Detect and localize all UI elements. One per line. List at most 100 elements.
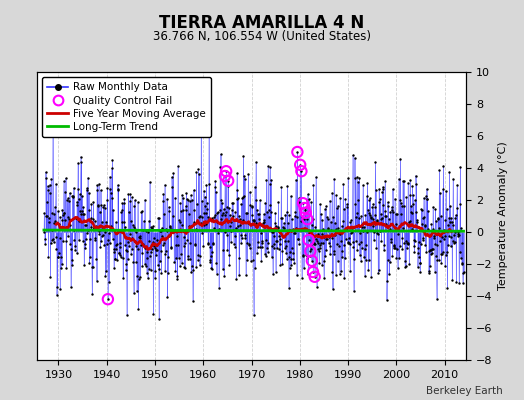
Point xyxy=(131,226,139,232)
Point xyxy=(78,193,86,200)
Point xyxy=(241,235,249,242)
Point xyxy=(288,244,297,251)
Point xyxy=(181,265,189,271)
Point xyxy=(173,276,181,282)
Point xyxy=(148,225,156,231)
Point xyxy=(365,197,374,203)
Point xyxy=(424,208,432,214)
Point xyxy=(425,248,433,255)
Point xyxy=(185,198,194,204)
Point xyxy=(227,228,236,234)
Point xyxy=(267,176,276,183)
Point xyxy=(235,254,244,261)
Point xyxy=(180,263,189,270)
Point xyxy=(84,227,92,233)
Point xyxy=(150,235,158,242)
Point xyxy=(125,198,134,204)
Point xyxy=(435,225,443,232)
Point xyxy=(361,245,369,252)
Point xyxy=(411,238,419,244)
Point xyxy=(173,273,182,279)
Point xyxy=(359,228,367,234)
Point xyxy=(108,235,117,242)
Point xyxy=(454,229,463,236)
Point xyxy=(224,183,232,189)
Point xyxy=(212,270,221,277)
Point xyxy=(45,214,53,221)
Point xyxy=(301,226,309,232)
Point xyxy=(69,192,77,199)
Point xyxy=(368,223,377,229)
Point xyxy=(271,220,279,226)
Point xyxy=(143,248,151,255)
Point xyxy=(43,199,51,205)
Point xyxy=(119,274,127,281)
Point xyxy=(239,193,248,200)
Point xyxy=(124,191,133,197)
Point xyxy=(367,274,375,280)
Point xyxy=(278,215,286,221)
Point xyxy=(184,253,192,259)
Point xyxy=(345,235,353,242)
Point xyxy=(259,220,267,226)
Point xyxy=(111,256,119,262)
Point xyxy=(306,248,314,254)
Point xyxy=(82,236,90,242)
Point xyxy=(306,248,314,254)
Point xyxy=(323,216,332,222)
Point xyxy=(109,207,117,213)
Point xyxy=(120,196,128,203)
Point xyxy=(430,232,439,239)
Point xyxy=(435,237,444,244)
Point xyxy=(362,257,370,264)
Point xyxy=(153,247,161,254)
Point xyxy=(394,265,402,271)
Point xyxy=(380,242,388,248)
Point xyxy=(389,209,397,216)
Point xyxy=(287,256,295,262)
Point xyxy=(144,228,152,235)
Point xyxy=(347,229,355,236)
Point xyxy=(298,274,306,281)
Point xyxy=(199,221,207,227)
Text: Berkeley Earth: Berkeley Earth xyxy=(427,386,503,396)
Point xyxy=(405,219,413,225)
Point xyxy=(237,201,246,207)
Point xyxy=(358,244,366,251)
Point xyxy=(343,203,352,210)
Point xyxy=(159,198,167,204)
Point xyxy=(361,273,369,280)
Point xyxy=(340,275,348,282)
Point xyxy=(370,212,379,218)
Point xyxy=(419,235,427,242)
Point xyxy=(356,230,364,236)
Point xyxy=(354,241,363,247)
Point xyxy=(161,251,170,258)
Point xyxy=(432,218,440,224)
Point xyxy=(304,237,313,243)
Point xyxy=(364,207,372,213)
Point xyxy=(320,234,329,241)
Point xyxy=(122,260,130,267)
Point xyxy=(162,226,170,232)
Point xyxy=(176,263,184,269)
Point xyxy=(234,194,243,201)
Point xyxy=(129,222,137,228)
Point xyxy=(224,178,232,184)
Point xyxy=(299,200,307,206)
Point xyxy=(453,205,461,212)
Point xyxy=(420,222,429,228)
Point xyxy=(422,186,431,192)
Point xyxy=(294,236,302,242)
Point xyxy=(251,265,259,271)
Point xyxy=(336,195,344,201)
Point xyxy=(417,206,425,212)
Point xyxy=(339,248,347,254)
Point xyxy=(70,236,79,243)
Point xyxy=(172,242,180,248)
Point xyxy=(283,256,291,262)
Point xyxy=(221,173,229,179)
Point xyxy=(233,186,241,193)
Point xyxy=(400,239,409,246)
Point xyxy=(335,230,343,236)
